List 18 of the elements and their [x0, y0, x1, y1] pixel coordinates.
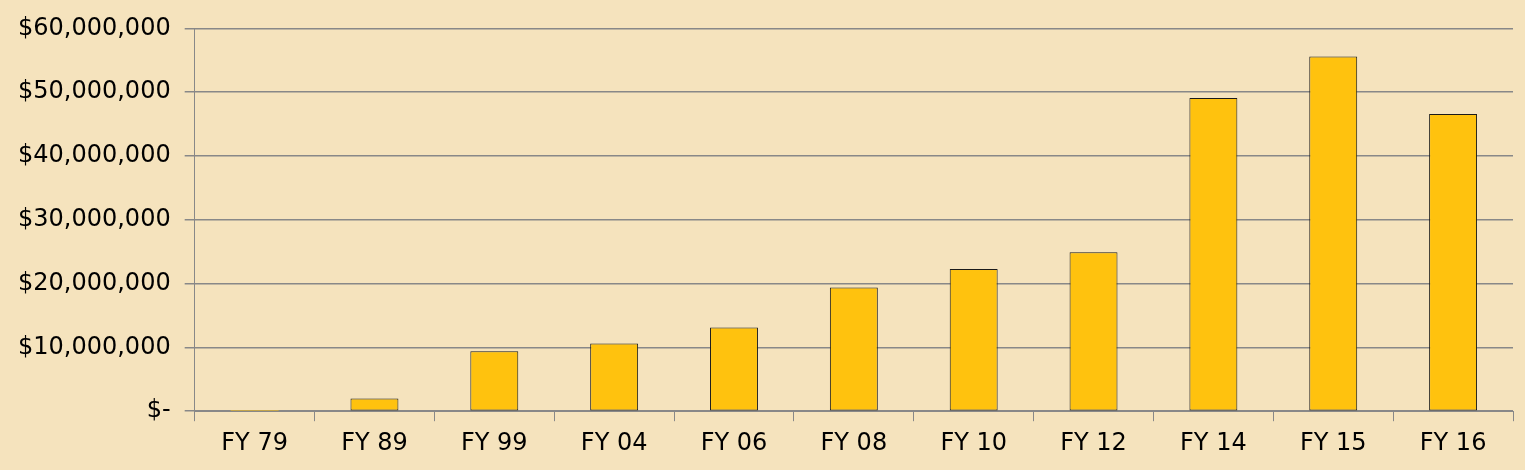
y-tick-label: $30,000,000 — [18, 204, 171, 233]
x-tick-label: FY 10 — [940, 427, 1008, 456]
x-tick-label: FY 06 — [700, 427, 768, 456]
y-tick-label: $- — [146, 395, 171, 424]
x-tick-label: FY 12 — [1060, 427, 1127, 456]
x-tick-label: FY 79 — [221, 427, 288, 456]
y-tick-label: $10,000,000 — [18, 331, 171, 360]
x-tick-label: FY 16 — [1419, 427, 1487, 456]
x-tick-label: FY 99 — [460, 427, 528, 456]
y-tick-label: $20,000,000 — [18, 267, 171, 296]
x-tick-label: FY 89 — [341, 427, 408, 456]
x-tick-label: FY 08 — [820, 427, 888, 456]
x-tick-label: FY 04 — [580, 427, 648, 456]
x-tick-label: FY 15 — [1299, 427, 1367, 456]
y-tick-label: $40,000,000 — [18, 140, 171, 169]
x-tick-label: FY 14 — [1180, 427, 1247, 456]
y-tick-label: $50,000,000 — [18, 76, 171, 105]
y-tick-label: $60,000,000 — [18, 12, 171, 41]
